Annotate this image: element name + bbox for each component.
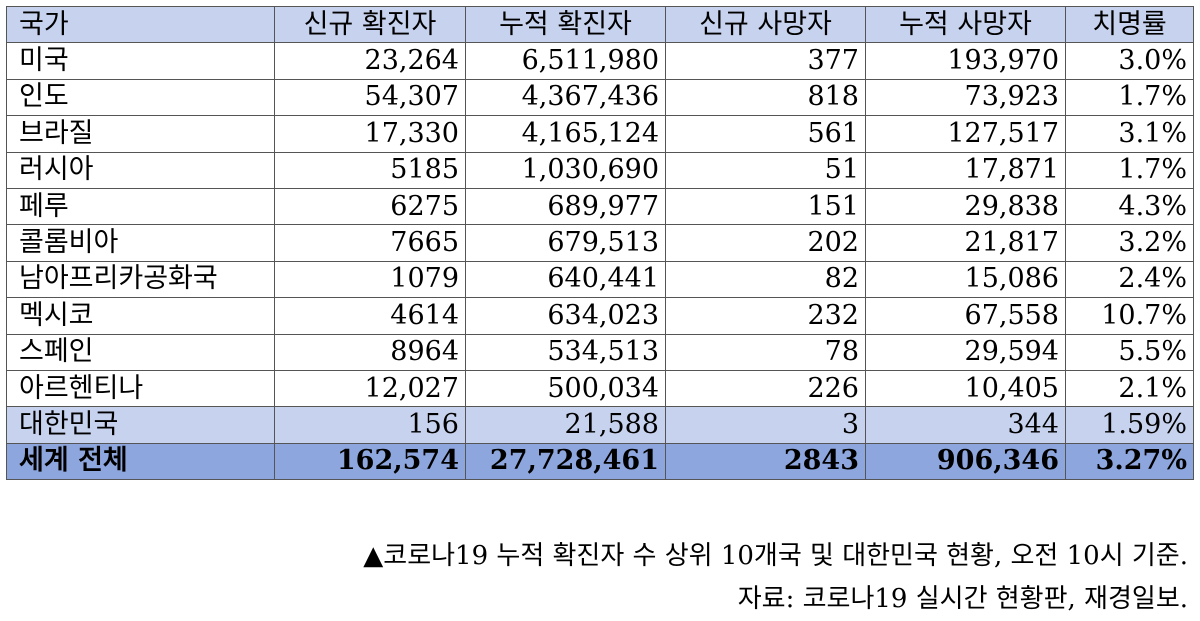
cell-fatality-rate: 2.1% (1065, 369, 1194, 408)
cell-country: 대한민국 (6, 406, 275, 444)
cell-new-deaths: 226 (665, 369, 866, 408)
header-total-deaths: 누적 사망자 (865, 5, 1066, 44)
table-row-korea: 대한민국 156 21,588 3 344 1.59% (6, 406, 1194, 444)
cell-new-deaths: 3 (665, 406, 866, 444)
cell-country: 브라질 (6, 115, 275, 153)
table-row: 멕시코 4614 634,023 232 67,558 10.7% (6, 297, 1194, 335)
cell-total-cases: 634,023 (465, 297, 666, 335)
cell-fatality-rate: 2.4% (1065, 260, 1194, 299)
cell-country: 미국 (6, 42, 275, 80)
cell-total-cases: 6,511,980 (465, 42, 666, 80)
cell-new-cases: 12,027 (274, 369, 466, 408)
cell-country: 세계 전체 (6, 442, 275, 481)
table-row-world-total: 세계 전체 162,574 27,728,461 2843 906,346 3.… (6, 442, 1194, 481)
cell-fatality-rate: 10.7% (1065, 297, 1194, 335)
cell-total-cases: 679,513 (465, 224, 666, 262)
cell-total-deaths: 127,517 (865, 115, 1066, 153)
cell-new-cases: 6275 (274, 187, 466, 226)
cell-total-cases: 1,030,690 (465, 151, 666, 189)
cell-total-cases: 640,441 (465, 260, 666, 299)
cell-total-deaths: 73,923 (865, 78, 1066, 117)
cell-country: 인도 (6, 78, 275, 117)
header-new-deaths: 신규 사망자 (665, 5, 866, 44)
cell-country: 남아프리카공화국 (6, 260, 275, 299)
cell-total-cases: 689,977 (465, 187, 666, 226)
cell-new-deaths: 151 (665, 187, 866, 226)
cell-total-deaths: 906,346 (865, 442, 1066, 481)
cell-new-cases: 156 (274, 406, 466, 444)
cell-total-deaths: 193,970 (865, 42, 1066, 80)
covid-status-table: 국가 신규 확진자 누적 확진자 신규 사망자 누적 사망자 치명률 미국 23… (6, 5, 1194, 481)
cell-country: 멕시코 (6, 297, 275, 335)
table-row: 아르헨티나 12,027 500,034 226 10,405 2.1% (6, 369, 1194, 408)
cell-new-cases: 1079 (274, 260, 466, 299)
cell-country: 러시아 (6, 151, 275, 189)
cell-fatality-rate: 3.1% (1065, 115, 1194, 153)
cell-fatality-rate: 1.7% (1065, 151, 1194, 189)
table-caption: ▲코로나19 누적 확진자 수 상위 10개국 및 대한민국 현황, 오전 10… (363, 541, 1188, 571)
cell-fatality-rate: 3.2% (1065, 224, 1194, 262)
header-new-cases: 신규 확진자 (274, 5, 466, 44)
cell-country: 페루 (6, 187, 275, 226)
cell-new-deaths: 82 (665, 260, 866, 299)
cell-total-cases: 500,034 (465, 369, 666, 408)
cell-total-deaths: 29,838 (865, 187, 1066, 226)
table-row: 브라질 17,330 4,165,124 561 127,517 3.1% (6, 115, 1194, 153)
cell-total-deaths: 15,086 (865, 260, 1066, 299)
table-row: 미국 23,264 6,511,980 377 193,970 3.0% (6, 42, 1194, 80)
cell-new-cases: 162,574 (274, 442, 466, 481)
cell-new-deaths: 232 (665, 297, 866, 335)
cell-fatality-rate: 3.27% (1065, 442, 1194, 481)
cell-fatality-rate: 1.7% (1065, 78, 1194, 117)
cell-country: 스페인 (6, 333, 275, 371)
cell-new-cases: 4614 (274, 297, 466, 335)
table-row: 페루 6275 689,977 151 29,838 4.3% (6, 187, 1194, 226)
cell-country: 아르헨티나 (6, 369, 275, 408)
source-note: 자료: 코로나19 실시간 현황판, 재경일보. (737, 584, 1188, 614)
table-row: 남아프리카공화국 1079 640,441 82 15,086 2.4% (6, 260, 1194, 299)
table-row: 콜롬비아 7665 679,513 202 21,817 3.2% (6, 224, 1194, 262)
table-header-row: 국가 신규 확진자 누적 확진자 신규 사망자 누적 사망자 치명률 (6, 5, 1194, 44)
cell-total-cases: 27,728,461 (465, 442, 666, 481)
cell-new-deaths: 51 (665, 151, 866, 189)
cell-total-deaths: 21,817 (865, 224, 1066, 262)
cell-country: 콜롬비아 (6, 224, 275, 262)
cell-total-deaths: 17,871 (865, 151, 1066, 189)
cell-new-deaths: 202 (665, 224, 866, 262)
cell-new-deaths: 377 (665, 42, 866, 80)
cell-total-cases: 21,588 (465, 406, 666, 444)
cell-new-deaths: 561 (665, 115, 866, 153)
cell-new-cases: 17,330 (274, 115, 466, 153)
cell-new-deaths: 78 (665, 333, 866, 371)
cell-total-cases: 4,165,124 (465, 115, 666, 153)
cell-fatality-rate: 3.0% (1065, 42, 1194, 80)
cell-total-cases: 4,367,436 (465, 78, 666, 117)
cell-total-deaths: 29,594 (865, 333, 1066, 371)
cell-new-cases: 54,307 (274, 78, 466, 117)
cell-fatality-rate: 1.59% (1065, 406, 1194, 444)
table-row: 스페인 8964 534,513 78 29,594 5.5% (6, 333, 1194, 371)
header-fatality-rate: 치명률 (1065, 5, 1194, 44)
cell-new-cases: 5185 (274, 151, 466, 189)
cell-total-deaths: 344 (865, 406, 1066, 444)
table-row: 인도 54,307 4,367,436 818 73,923 1.7% (6, 78, 1194, 117)
cell-new-cases: 7665 (274, 224, 466, 262)
cell-fatality-rate: 5.5% (1065, 333, 1194, 371)
cell-total-cases: 534,513 (465, 333, 666, 371)
table-row: 러시아 5185 1,030,690 51 17,871 1.7% (6, 151, 1194, 189)
cell-new-deaths: 2843 (665, 442, 866, 481)
cell-new-cases: 8964 (274, 333, 466, 371)
header-country: 국가 (6, 5, 275, 44)
cell-new-deaths: 818 (665, 78, 866, 117)
cell-total-deaths: 10,405 (865, 369, 1066, 408)
header-total-cases: 누적 확진자 (465, 5, 666, 44)
cell-fatality-rate: 4.3% (1065, 187, 1194, 226)
cell-total-deaths: 67,558 (865, 297, 1066, 335)
cell-new-cases: 23,264 (274, 42, 466, 80)
